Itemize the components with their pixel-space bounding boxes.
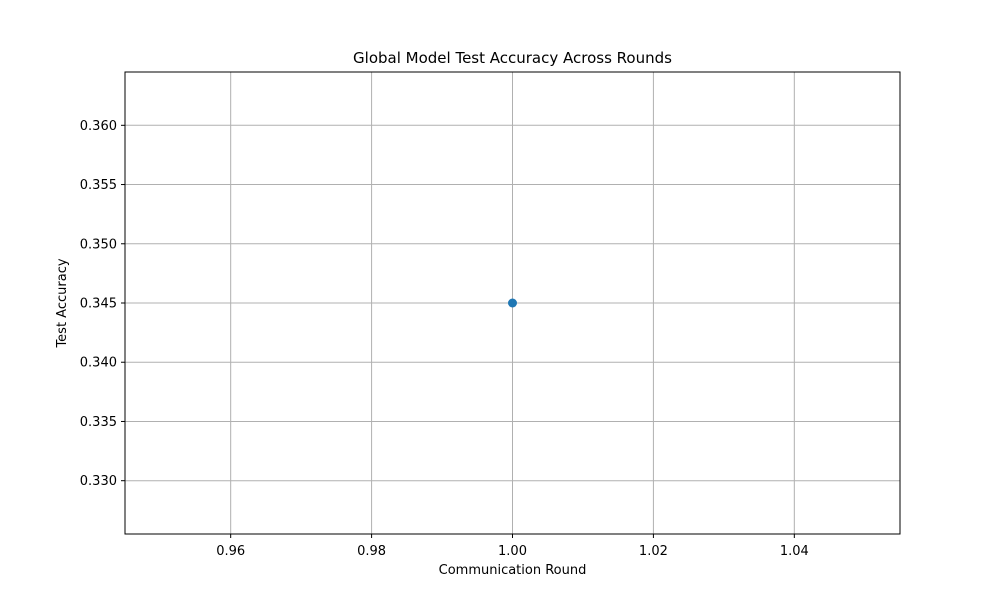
y-tick-label: 0.350	[80, 237, 117, 252]
x-tick-label: 1.00	[498, 544, 527, 559]
x-axis-label: Communication Round	[439, 563, 587, 578]
x-tick-label: 0.96	[216, 544, 245, 559]
data-point	[508, 298, 517, 308]
x-tick-label: 1.04	[780, 544, 809, 559]
y-tick-label: 0.355	[80, 178, 117, 193]
y-axis-label: Test Accuracy	[55, 258, 70, 348]
y-axis: 0.330 0.335 0.340 0.345 0.350 0.355 0.360	[80, 119, 125, 489]
y-tick-label: 0.345	[80, 297, 117, 312]
y-tick-label: 0.335	[80, 415, 117, 430]
y-tick-label: 0.360	[80, 119, 117, 134]
series-layer	[508, 298, 517, 308]
x-axis: 0.96 0.98 1.00 1.02 1.04	[216, 534, 809, 559]
y-tick-label: 0.340	[80, 356, 117, 371]
x-tick-label: 1.02	[639, 544, 668, 559]
y-tick-label: 0.330	[80, 474, 117, 489]
x-tick-label: 0.98	[357, 544, 386, 559]
chart-title: Global Model Test Accuracy Across Rounds	[353, 49, 672, 67]
